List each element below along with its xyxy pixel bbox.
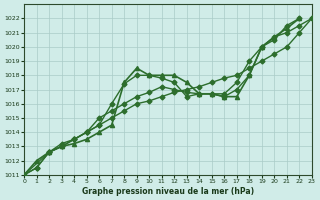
X-axis label: Graphe pression niveau de la mer (hPa): Graphe pression niveau de la mer (hPa): [82, 187, 254, 196]
